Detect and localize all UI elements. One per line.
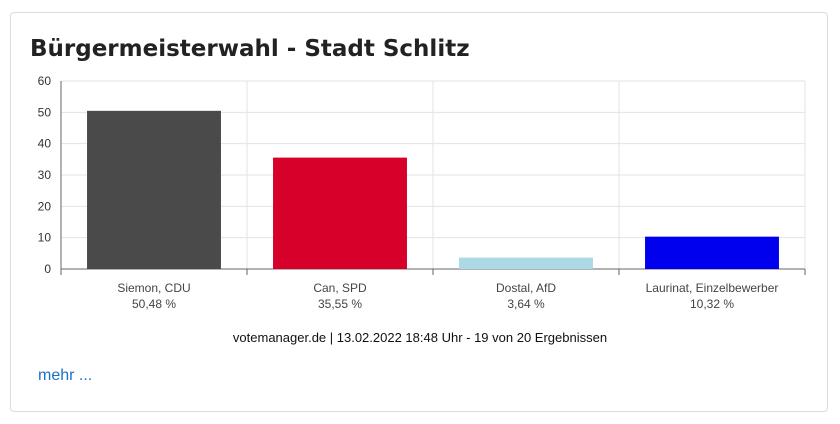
result-card: Bürgermeisterwahl - Stadt Schlitz 0 10 20 3…	[10, 12, 828, 412]
bar	[87, 110, 221, 269]
category-label: Can, SPD	[313, 281, 367, 295]
more-link[interactable]: mehr ...	[38, 367, 93, 384]
value-label: 35,55 %	[318, 297, 362, 311]
y-tick-label: 0	[44, 262, 51, 276]
value-label: 3,64 %	[507, 297, 545, 311]
bar	[459, 257, 593, 269]
page-title: Bürgermeisterwahl - Stadt Schlitz	[30, 36, 470, 62]
y-tick-label: 30	[38, 168, 52, 182]
value-label: 10,32 %	[690, 297, 734, 311]
y-tick-label: 50	[38, 105, 52, 119]
bar	[273, 157, 407, 269]
y-tick-label: 40	[38, 137, 52, 151]
source-footer: votemanager.de | 13.02.2022 18:48 Uhr - …	[232, 330, 608, 345]
y-tick-label: 60	[38, 74, 52, 88]
y-tick-label: 10	[38, 231, 52, 245]
bar	[645, 236, 779, 269]
category-label: Dostal, AfD	[496, 281, 556, 295]
y-tick-label: 20	[38, 199, 52, 213]
category-label: Siemon, CDU	[117, 281, 190, 295]
bar-chart: 0 10 20 30 40 50 60 Siemon, CDU 50,48 % Can, SPD 3…	[38, 74, 806, 311]
value-label: 50,48 %	[132, 297, 176, 311]
category-label: Laurinat, Einzelbewerber	[646, 281, 779, 295]
